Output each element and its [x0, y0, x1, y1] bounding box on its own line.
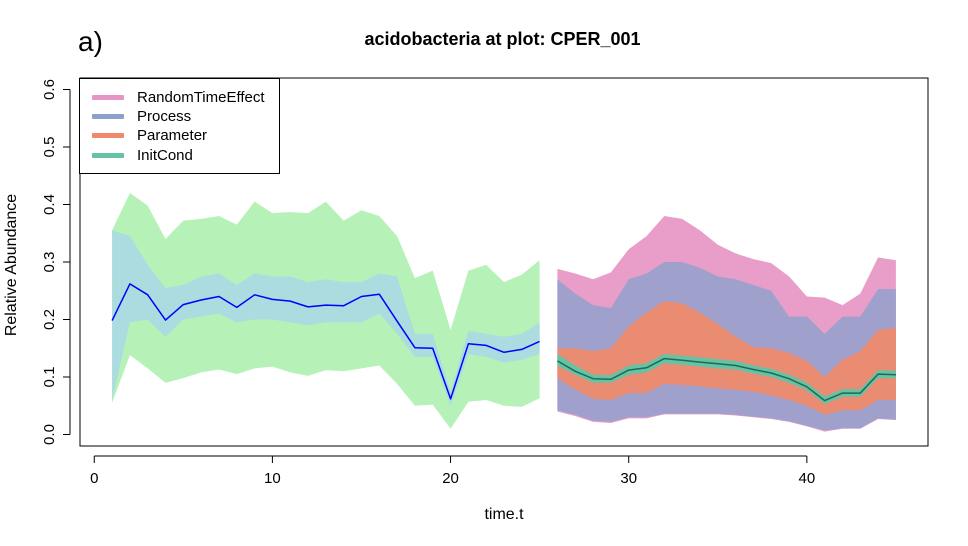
legend-label: Process	[137, 108, 192, 125]
y-tick-label: 0.5	[41, 137, 58, 158]
x-tick-label: 0	[90, 470, 98, 487]
plot-frame	[79, 77, 929, 447]
calibration-inner-band	[112, 230, 540, 406]
x-tick-label: 40	[799, 470, 816, 487]
x-tick-label: 10	[264, 470, 281, 487]
legend-swatch-random-time-effect	[92, 95, 124, 100]
calibration-mean-line	[111, 283, 540, 400]
legend-item-random-time-effect: RandomTimeEffect	[92, 88, 265, 107]
legend-item-parameter: Parameter	[92, 126, 207, 145]
y-tick-label: 0.4	[41, 194, 58, 215]
legend: RandomTimeEffect Process Parameter InitC…	[79, 78, 280, 174]
x-tick-label: 20	[442, 470, 459, 487]
legend-label: RandomTimeEffect	[137, 89, 265, 106]
forecast-init-cond-band	[557, 354, 896, 404]
legend-item-process: Process	[92, 107, 191, 126]
panel-tag: a)	[78, 26, 103, 57]
legend-item-init-cond: InitCond	[92, 146, 193, 165]
legend-swatch-process	[92, 114, 124, 119]
y-axis-label: Relative Abundance	[3, 193, 20, 337]
legend-label: Parameter	[137, 127, 208, 144]
legend-swatch-parameter	[92, 133, 124, 138]
x-axis-label: time.t	[484, 506, 524, 523]
chart-title: acidobacteria at plot: CPER_001	[364, 29, 641, 49]
y-tick-label: 0.3	[41, 252, 58, 273]
legend-swatch-init-cond	[92, 153, 124, 158]
forecast-median-line	[557, 357, 896, 402]
y-tick-label: 0.1	[41, 367, 58, 388]
y-tick-label: 0.0	[41, 424, 58, 445]
legend-label: InitCond	[137, 147, 193, 164]
x-tick-label: 30	[620, 470, 637, 487]
y-tick-label: 0.2	[41, 309, 58, 330]
y-tick-label: 0.6	[41, 79, 58, 100]
